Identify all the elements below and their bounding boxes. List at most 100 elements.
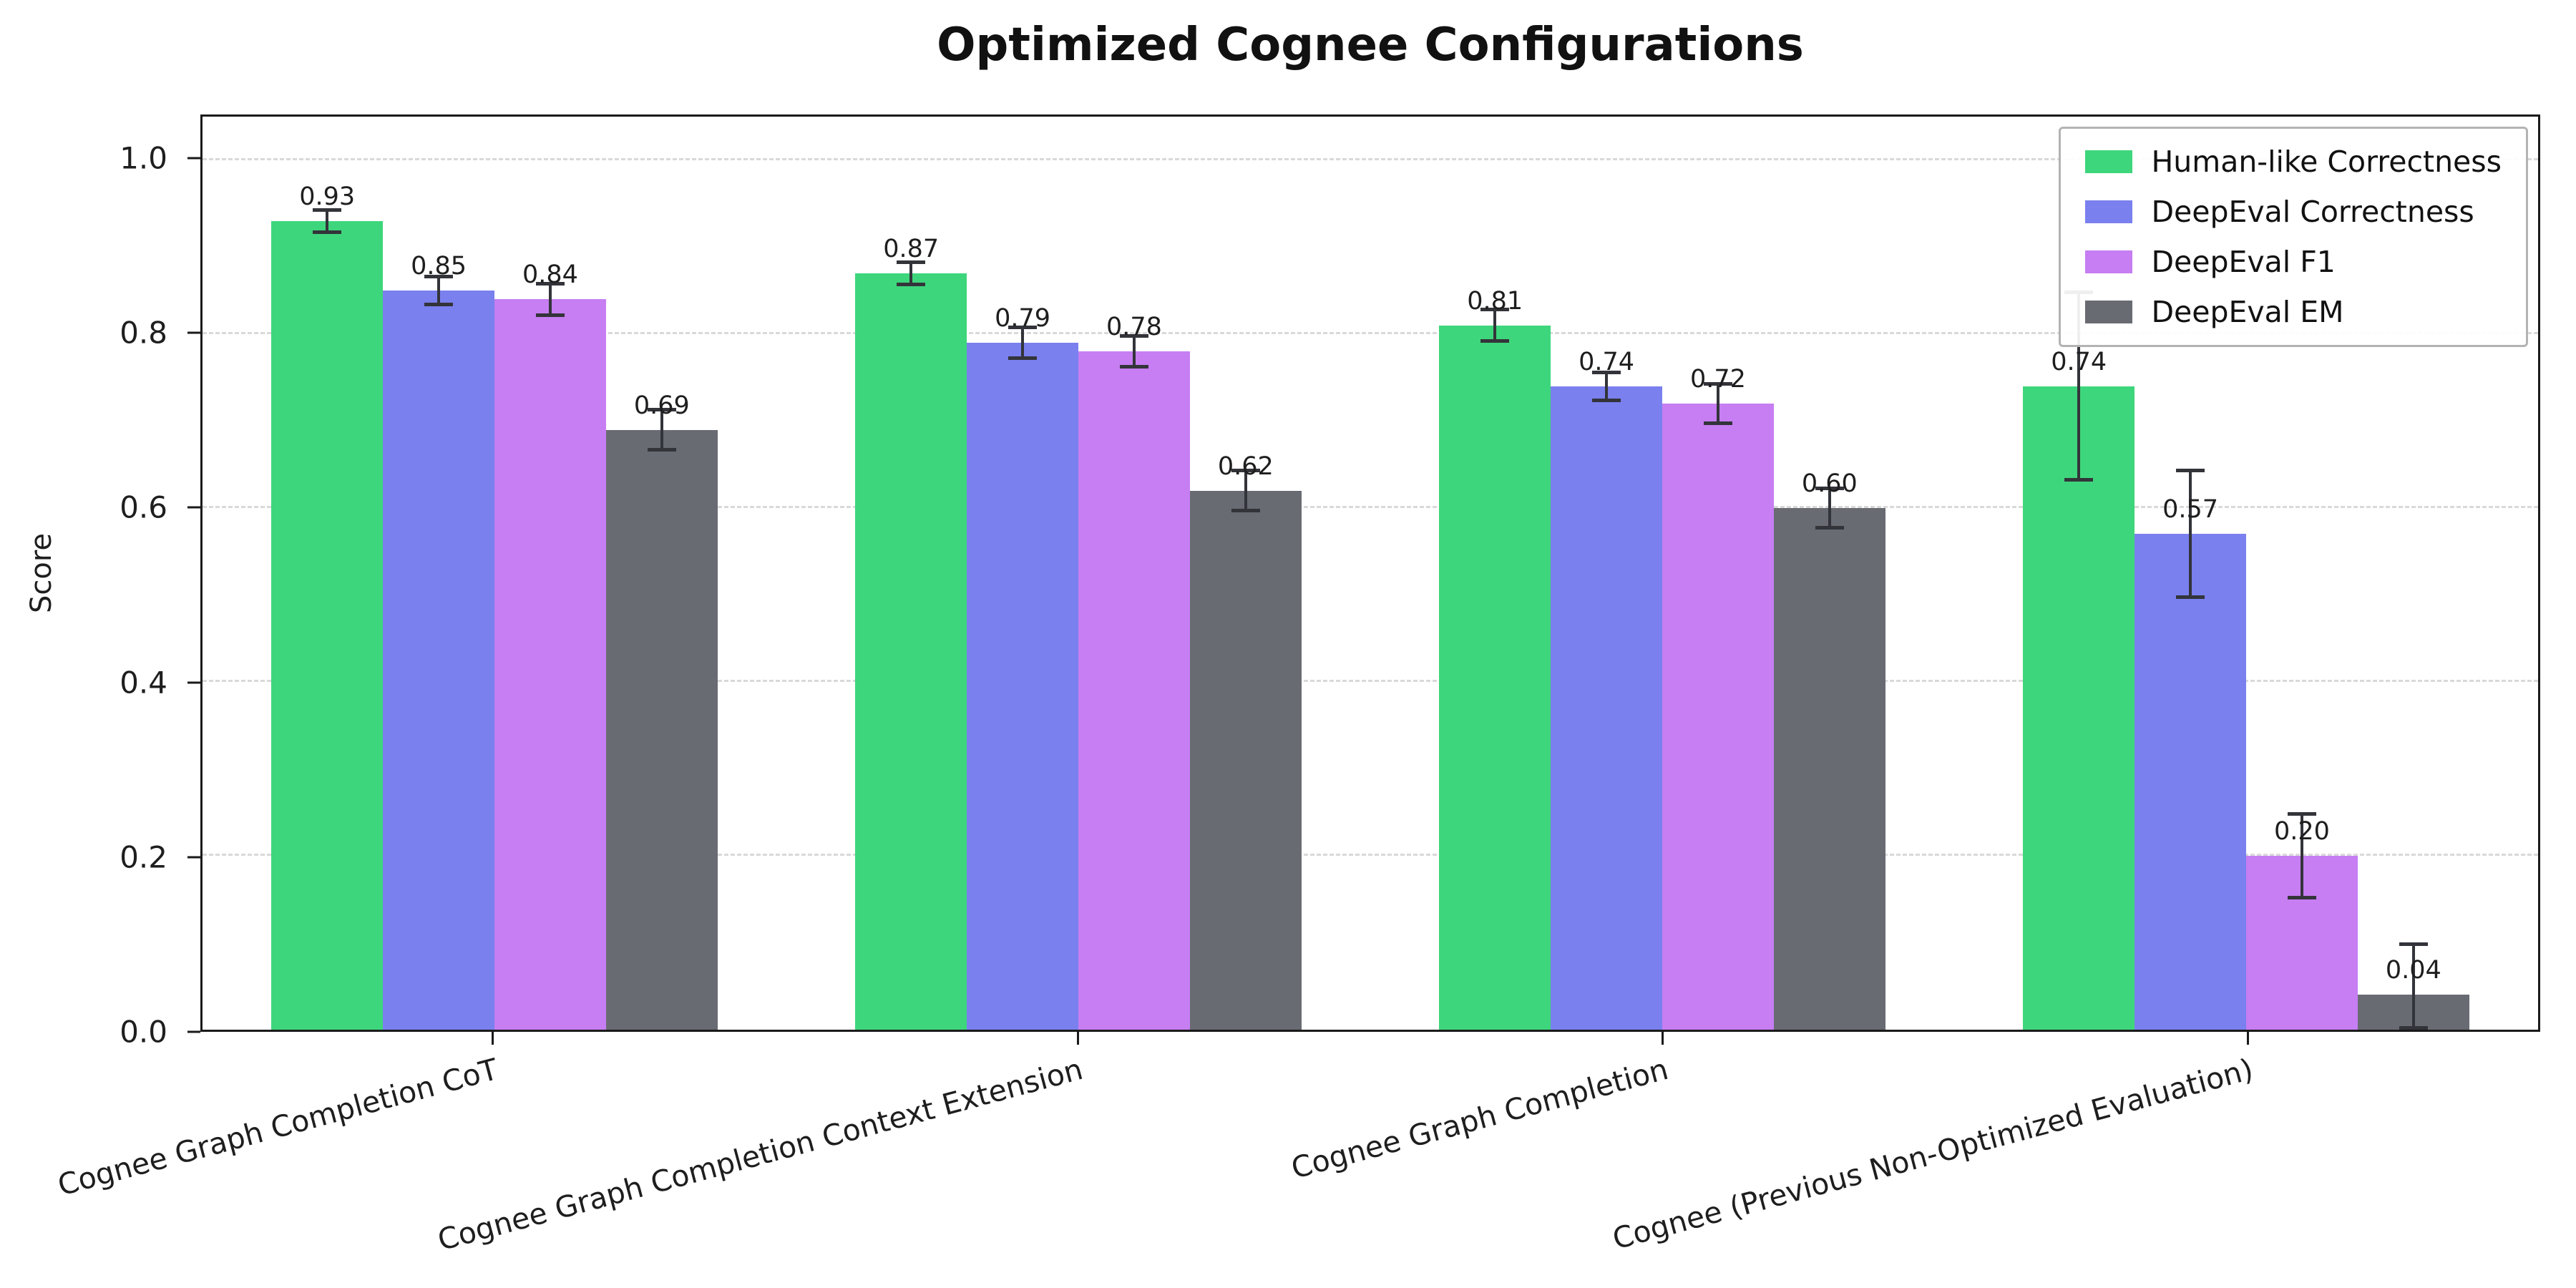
bar-slot: 0.81 <box>1439 117 1551 1030</box>
bar <box>1662 404 1774 1030</box>
x-tick-label: Cognee Graph Completion <box>1287 1052 1672 1186</box>
error-bar-line <box>1244 469 1247 512</box>
error-bar-line <box>2189 469 2192 600</box>
bar-slot: 0.04 <box>2357 117 2469 1030</box>
y-tick-label: 0.8 <box>119 315 167 351</box>
gridline <box>203 331 2538 334</box>
legend: Human-like Correctness DeepEval Correctne… <box>2059 127 2528 347</box>
legend-swatch <box>2085 200 2133 223</box>
bar-cluster: 0.87 0.79 0.78 0.62 <box>855 117 1302 1030</box>
error-bar-line <box>1132 333 1136 369</box>
error-bar-line <box>548 281 552 317</box>
error-bar-line <box>437 275 441 306</box>
chart-title: Optimized Cognee Configurations <box>937 19 1804 72</box>
x-axis: Cognee Graph Completion CoT Cognee Graph … <box>54 1032 2540 1288</box>
error-bar-line <box>1605 370 1609 402</box>
bar-group: 0.87 0.79 0.78 0.62 <box>786 117 1370 1030</box>
error-bar <box>313 208 342 235</box>
error-bar <box>535 281 565 317</box>
bar-value-label: 0.84 <box>522 260 578 290</box>
gridline <box>203 679 2538 682</box>
legend-swatch <box>2085 301 2133 323</box>
bar-slot: 0.57 <box>2135 117 2246 1030</box>
error-bar <box>1703 381 1732 426</box>
x-tick-label: Cognee (Previous Non-Optimized Evaluatio… <box>1609 1052 2257 1257</box>
error-bar-cap-bottom <box>1703 421 1732 426</box>
error-bar-cap-bottom <box>313 230 342 235</box>
bar <box>1078 351 1190 1030</box>
error-bar-cap-top <box>535 281 565 286</box>
error-bar <box>1119 333 1148 369</box>
bar <box>1551 386 1662 1030</box>
bar-slot: 0.60 <box>1773 117 1885 1030</box>
bar <box>1773 507 1885 1030</box>
legend-item: DeepEval Correctness <box>2085 195 2502 229</box>
x-tick-mark <box>1076 1032 1079 1045</box>
error-bar-cap-top <box>897 260 926 264</box>
y-tick-label: 0.0 <box>119 1014 167 1050</box>
error-bar-cap-bottom <box>1119 365 1148 369</box>
y-tick-mark <box>187 506 200 509</box>
error-bar-cap-bottom <box>1008 356 1038 361</box>
bar-groups: 0.93 0.85 0.84 0.69 0.87 0.79 0.78 0.62 0.81 0.74… <box>203 117 2538 1030</box>
bar-value-label: 0.62 <box>1217 452 1274 481</box>
error-bar-cap-bottom <box>535 313 565 317</box>
y-tick-label: 0.6 <box>119 489 167 525</box>
error-bar <box>897 260 926 286</box>
bar <box>967 342 1078 1030</box>
bar <box>494 299 606 1030</box>
legend-item: Human-like Correctness <box>2085 145 2502 179</box>
gridline <box>203 853 2538 856</box>
bar-group: 0.93 0.85 0.84 0.69 <box>203 117 786 1030</box>
bar-cluster: 0.74 0.57 0.20 0.04 <box>2023 117 2469 1030</box>
legend-label: DeepEval Correctness <box>2151 195 2474 229</box>
bar <box>855 273 967 1030</box>
error-bar-cap-top <box>647 408 676 412</box>
bar-slot: 0.93 <box>271 117 384 1030</box>
bar-group: 0.74 0.57 0.20 0.04 <box>1954 117 2538 1030</box>
y-tick-mark <box>187 681 200 684</box>
bar <box>1189 490 1302 1030</box>
y-tick-label: 1.0 <box>119 140 167 176</box>
bar-slot: 0.85 <box>383 117 494 1030</box>
bar-slot: 0.87 <box>855 117 967 1030</box>
error-bar <box>424 275 454 306</box>
error-bar-cap-bottom <box>2176 595 2205 600</box>
error-bar-line <box>1716 381 1719 426</box>
bar-slot: 0.74 <box>1551 117 1662 1030</box>
legend-swatch <box>2085 150 2133 173</box>
error-bar-line <box>1493 308 1497 343</box>
error-bar-cap-top <box>313 208 342 212</box>
error-bar <box>1592 370 1621 402</box>
error-bar-cap-bottom <box>647 447 676 452</box>
error-bar-cap-top <box>2287 812 2316 816</box>
y-tick-mark <box>187 856 200 859</box>
bar-value-label: 0.81 <box>1467 286 1523 316</box>
bar-value-label: 0.57 <box>2162 495 2219 525</box>
bar-slot: 0.78 <box>1078 117 1190 1030</box>
legend-label: DeepEval F1 <box>2151 245 2336 279</box>
legend-label: DeepEval EM <box>2151 295 2344 329</box>
bar-cluster: 0.81 0.74 0.72 0.60 <box>1439 117 1885 1030</box>
error-bar-line <box>909 260 913 286</box>
bar-value-label: 0.93 <box>299 182 356 211</box>
legend-swatch <box>2085 250 2133 273</box>
bar <box>605 429 718 1030</box>
error-bar-cap-bottom <box>1231 508 1260 512</box>
bar-slot: 0.69 <box>605 117 718 1030</box>
bar-value-label: 0.74 <box>1579 347 1635 376</box>
bar-cluster: 0.93 0.85 0.84 0.69 <box>271 117 718 1030</box>
bar <box>271 220 384 1030</box>
x-tick-mark <box>492 1032 494 1045</box>
error-bar-cap-top <box>1480 308 1510 312</box>
error-bar-cap-top <box>424 275 454 279</box>
error-bar-line <box>660 408 663 452</box>
legend-item: DeepEval F1 <box>2085 245 2502 279</box>
bar-value-label: 0.72 <box>1689 365 1746 394</box>
bar-value-label: 0.20 <box>2273 816 2330 846</box>
error-bar <box>1815 486 1844 530</box>
plot-area: 0.93 0.85 0.84 0.69 0.87 0.79 0.78 0.62 0.81 0.74… <box>200 114 2540 1032</box>
error-bar-line <box>326 208 329 235</box>
legend-item: DeepEval EM <box>2085 295 2502 329</box>
bar-value-label: 0.04 <box>2385 956 2441 985</box>
